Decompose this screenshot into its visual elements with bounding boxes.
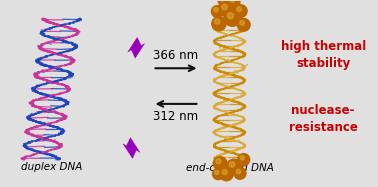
- Text: end-capped DNA: end-capped DNA: [186, 163, 273, 174]
- Circle shape: [226, 159, 242, 174]
- Circle shape: [237, 19, 250, 31]
- Text: high thermal
stability: high thermal stability: [280, 39, 366, 70]
- Text: nuclease-
resistance: nuclease- resistance: [289, 104, 358, 134]
- Circle shape: [218, 0, 229, 6]
- Circle shape: [224, 10, 241, 26]
- Circle shape: [234, 167, 246, 179]
- Text: 312 nm: 312 nm: [152, 110, 198, 123]
- Circle shape: [212, 168, 224, 180]
- Polygon shape: [123, 138, 140, 158]
- Circle shape: [222, 4, 228, 10]
- Circle shape: [227, 13, 234, 19]
- Circle shape: [237, 7, 242, 12]
- Circle shape: [240, 156, 245, 160]
- Circle shape: [212, 17, 226, 31]
- Circle shape: [219, 2, 234, 17]
- Text: 366 nm: 366 nm: [152, 49, 198, 62]
- Circle shape: [216, 159, 221, 164]
- Circle shape: [240, 21, 245, 25]
- Circle shape: [215, 170, 219, 174]
- Circle shape: [220, 167, 233, 181]
- Circle shape: [222, 169, 227, 175]
- Circle shape: [211, 6, 223, 17]
- Circle shape: [214, 7, 218, 12]
- Circle shape: [213, 157, 227, 170]
- Circle shape: [236, 169, 241, 174]
- Circle shape: [214, 19, 220, 24]
- Circle shape: [230, 0, 235, 2]
- Circle shape: [238, 154, 250, 165]
- Circle shape: [229, 162, 235, 167]
- Text: duplex DNA: duplex DNA: [21, 162, 82, 172]
- Circle shape: [228, 0, 240, 8]
- Circle shape: [220, 0, 225, 1]
- Polygon shape: [128, 37, 145, 58]
- Circle shape: [234, 5, 247, 17]
